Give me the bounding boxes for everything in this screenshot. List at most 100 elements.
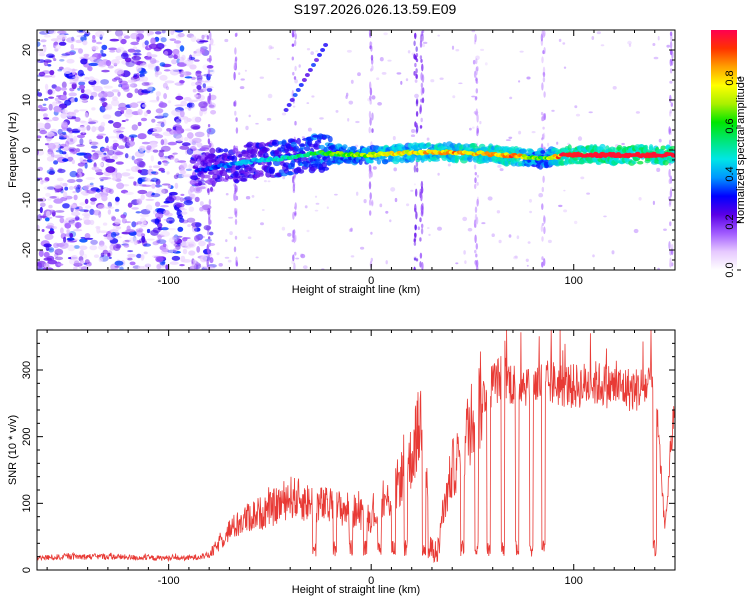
spectrogram-noise-blob [556,141,559,145]
spectrogram-streak [207,124,211,128]
spectrogram-noise-blob [138,183,147,187]
spectrogram-streak [475,78,478,82]
spectrogram-ytick-label: -10 [21,192,33,208]
spectrogram-ridge [318,144,325,150]
spectrogram-noise-blob [52,226,58,230]
spectrogram-noise-blob [188,163,194,169]
spectrogram-noise-blob [79,249,85,257]
spectrogram-streak [307,68,313,72]
spectrogram-ridge [648,144,654,151]
spectrogram-noise-blob [137,121,142,127]
spectrogram-noise-blob [117,91,121,97]
spectrogram-noise-blob [186,217,196,223]
spectrogram-noise-blob [447,163,451,167]
spectrogram-noise-blob [38,71,46,77]
spectrogram-noise-blob [115,55,124,61]
spectrogram-ridge [209,147,216,154]
spectrogram-streak [233,101,236,107]
spectrogram-noise-blob [135,198,142,206]
spectrogram-streak [283,108,289,112]
spectrogram-streak [475,96,478,100]
spectrogram-streak [234,33,238,37]
spectrogram-noise-blob [547,142,550,147]
spectrogram-streak [476,174,479,178]
spectrogram-noise-blob [111,78,118,82]
spectrogram-streak [323,43,329,47]
spectrogram-noise-blob [387,59,392,62]
spectrogram-streak [414,62,417,68]
spectrogram-ridge [631,160,637,165]
spectrogram-streak [369,41,372,47]
spectrogram-noise-blob [91,39,97,43]
snr-panel: -100 0 100 0 100 200 300 Height of straight li… [7,329,676,596]
spectrogram-noise-blob [142,147,145,151]
spectrogram-noise-blob [58,137,67,140]
spectrogram-noise-blob [627,40,632,45]
spectrogram-noise-blob [100,49,104,54]
spectrogram-ridge [246,141,254,147]
spectrogram-noise-blob [191,137,202,144]
spectrogram-noise-blob [200,178,204,181]
spectrogram-streak [420,98,423,103]
spectrogram-noise-blob [580,176,585,180]
spectrogram-streak [419,124,423,130]
spectrogram-noise-blob [127,250,134,253]
spectrogram-noise-blob [190,35,197,42]
spectrogram-noise-blob [115,30,123,37]
spectrogram-streak [292,254,295,262]
spectrogram-noise-blob [199,201,204,206]
spectrogram-ylabel: Frequency (Hz) [7,112,19,188]
spectrogram-streak [209,143,212,148]
spectrogram-noise-blob [184,241,191,249]
spectrogram-ytick-label: -20 [21,242,33,258]
colorbar-tick-label: 0.6 [724,118,736,133]
spectrogram-noise-blob [60,55,68,58]
spectrogram-noise-blob [251,195,255,198]
spectrogram-noise-blob [307,127,312,132]
spectrogram-noise-blob [46,156,55,162]
spectrogram-noise-blob [149,99,160,103]
spectrogram-noise-blob [527,241,531,244]
spectrogram-noise-blob [255,122,259,125]
spectrogram-noise-blob [437,34,441,37]
spectrogram-noise-blob [428,233,431,236]
spectrogram-noise-blob [319,117,324,120]
spectrogram-noise-blob [192,259,197,264]
spectrogram-noise-blob [385,260,388,265]
spectrogram-streak [208,251,212,255]
spectrogram-noise-blob [538,193,544,198]
spectrogram-streak [369,95,372,101]
spectrogram-noise-blob [144,40,149,46]
spectrogram-noise-blob [105,158,115,163]
colorbar-ticks: 0.0 0.2 0.4 0.6 0.8 [724,70,741,278]
spectrogram-noise-blob [315,202,320,205]
spectrogram-streak [419,106,422,115]
spectrogram-noise-blob [194,196,200,203]
spectrogram-noise-blob [200,255,208,263]
spectrogram-streak [669,111,672,117]
spectrogram-streak [541,186,544,193]
spectrogram-noise-blob [122,240,130,245]
spectrogram-noise-blob [166,128,172,132]
spectrogram-noise-blob [218,263,223,267]
spectrogram-streak [421,97,425,104]
spectrogram-streak [413,71,416,76]
spectrogram-noise-blob [126,92,133,99]
spectrogram-noise-blob [63,67,72,74]
spectrogram-noise-blob [171,109,182,116]
spectrogram-noise-blob [202,83,206,88]
spectrogram-noise-blob [70,255,78,261]
spectrogram-noise-blob [463,250,466,255]
spectrogram-streak [415,111,419,117]
spectrogram-noise-blob [68,92,77,97]
spectrogram-noise-blob [194,222,202,228]
spectrogram-noise-blob [133,240,138,246]
spectrogram-streak [291,89,294,99]
spectrogram-noise-blob [78,109,88,112]
spectrogram-noise-blob [181,173,192,177]
spectrogram-noise-blob [82,185,90,190]
spectrogram-noise-blob [400,80,403,85]
spectrogram-ridge [257,161,262,166]
spectrogram-noise-blob [186,132,194,139]
spectrogram-streak [298,83,304,87]
